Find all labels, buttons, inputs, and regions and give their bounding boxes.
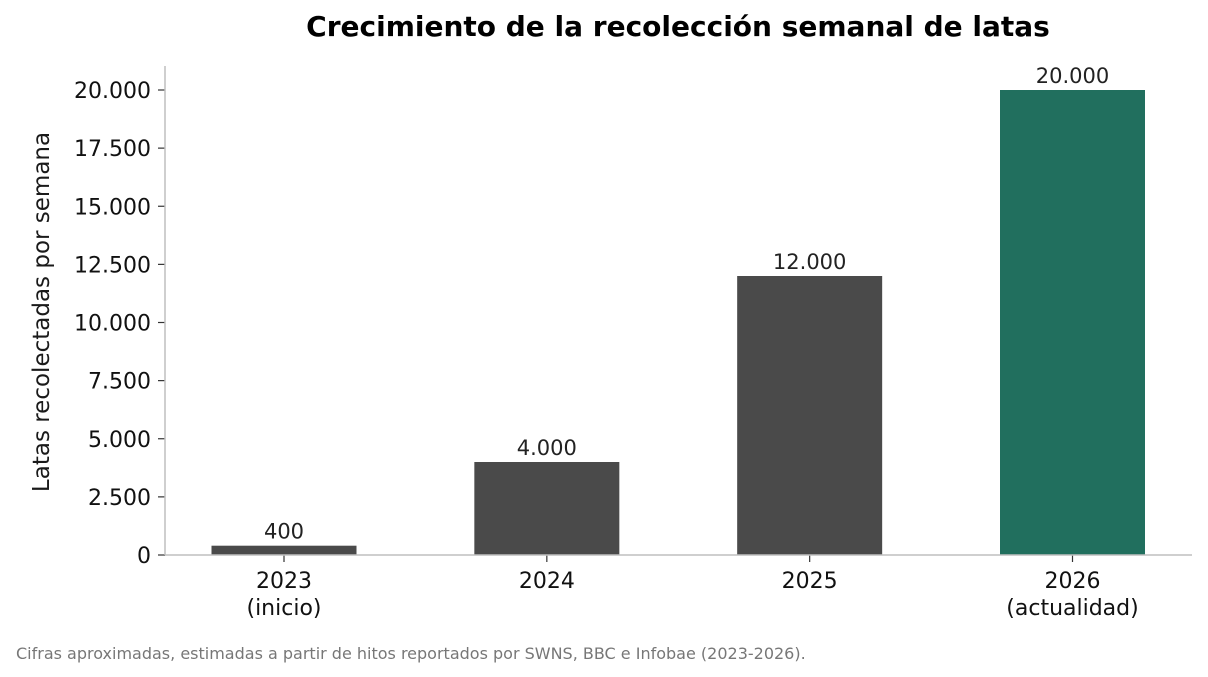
bar [737, 276, 883, 555]
y-tick-label: 2.500 [88, 486, 151, 511]
source-note: Cifras aproximadas, estimadas a partir d… [16, 644, 806, 663]
y-tick-label: 7.500 [88, 370, 151, 395]
x-tick-label: 2024 [519, 569, 575, 594]
y-tick-label: 20.000 [74, 79, 151, 104]
x-tick-label: (actualidad) [1006, 596, 1138, 621]
bars-group: 400 4.000 12.000 20.000 [211, 64, 1145, 555]
y-axis-label: Latas recolectadas por semana [29, 132, 55, 492]
y-tick-label: 10.000 [74, 312, 151, 337]
y-tick-label: 5.000 [88, 428, 151, 453]
x-tick-label: 2025 [782, 569, 838, 594]
x-tick-label: 2023 [256, 569, 312, 594]
bar-value-label: 20.000 [1036, 64, 1109, 88]
x-tick-label: 2026 [1045, 569, 1101, 594]
y-tick-label: 12.500 [74, 253, 151, 278]
bar-value-label: 400 [264, 520, 304, 544]
y-tick-label: 0 [137, 544, 151, 569]
bar [474, 462, 620, 555]
y-axis-ticks: 0 2.500 5.000 7.500 10.000 12.500 15.000 17.500… [74, 79, 165, 569]
y-tick-label: 17.500 [74, 137, 151, 162]
x-tick-label: (inicio) [246, 596, 321, 621]
bar-value-label: 12.000 [773, 250, 846, 274]
bar [1000, 90, 1145, 555]
chart-title: Crecimiento de la recolección semanal de… [306, 10, 1050, 43]
x-axis-ticks: 2023(inicio) 2024 2025 2026(actualidad) [246, 555, 1139, 621]
y-tick-label: 15.000 [74, 195, 151, 220]
bar [211, 545, 357, 555]
bar-value-label: 4.000 [517, 436, 577, 460]
